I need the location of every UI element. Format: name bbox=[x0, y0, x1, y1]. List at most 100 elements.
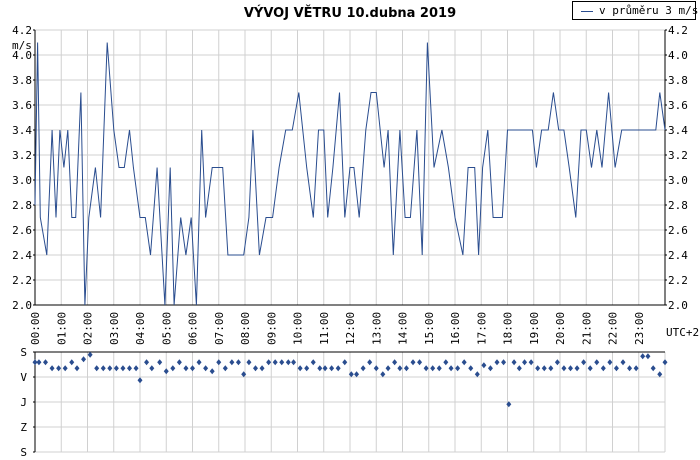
direction-point bbox=[74, 365, 80, 372]
time-x-tick: 04:00 bbox=[134, 312, 147, 345]
direction-point bbox=[397, 365, 403, 372]
direction-point bbox=[176, 359, 182, 366]
direction-point bbox=[436, 365, 442, 372]
direction-point bbox=[581, 359, 587, 366]
speed-y-ticks-right: 2.0 2.2 2.4 2.6 2.8 3.0 3.2 3.4 3.6 3.8 4.0 4.2 bbox=[665, 24, 688, 312]
direction-point bbox=[430, 365, 436, 372]
speed-y-tick-right: 3.2 bbox=[668, 149, 688, 162]
direction-point bbox=[403, 365, 409, 372]
time-x-tick: 20:00 bbox=[554, 312, 567, 345]
direction-point bbox=[203, 365, 209, 372]
speed-series-line bbox=[34, 42, 666, 306]
legend-line-swatch bbox=[581, 11, 593, 12]
direction-point bbox=[506, 401, 512, 408]
direction-point bbox=[354, 371, 360, 378]
direction-point bbox=[561, 365, 567, 372]
direction-point bbox=[392, 359, 398, 366]
direction-point bbox=[645, 353, 651, 360]
time-x-tick: 21:00 bbox=[580, 312, 593, 345]
direction-point bbox=[310, 359, 316, 366]
speed-frame bbox=[34, 30, 666, 306]
time-x-tick: 00:00 bbox=[29, 312, 42, 345]
direction-point bbox=[62, 365, 68, 372]
direction-point bbox=[266, 359, 272, 366]
direction-point bbox=[423, 365, 429, 372]
time-x-tick: 22:00 bbox=[607, 312, 620, 345]
speed-y-tick-left: 2.2 bbox=[12, 274, 32, 287]
direction-point bbox=[468, 365, 474, 372]
direction-point bbox=[367, 359, 373, 366]
direction-point bbox=[87, 351, 93, 358]
time-x-tick: 06:00 bbox=[187, 312, 200, 345]
chart-title: VÝVOJ VĚTRU 10.dubna 2019 bbox=[244, 5, 456, 21]
direction-point bbox=[380, 371, 386, 378]
direction-point bbox=[216, 359, 222, 366]
time-x-tick: 05:00 bbox=[160, 312, 173, 345]
direction-point bbox=[297, 365, 303, 372]
time-x-tick: 18:00 bbox=[502, 312, 515, 345]
speed-y-tick-right: 3.4 bbox=[668, 124, 688, 137]
timezone-label: UTC+2 bbox=[666, 326, 699, 339]
direction-point bbox=[229, 359, 235, 366]
direction-point bbox=[279, 359, 285, 366]
direction-point bbox=[501, 359, 507, 366]
speed-y-tick-right: 3.6 bbox=[668, 99, 688, 112]
direction-points bbox=[32, 351, 668, 408]
direction-point bbox=[291, 359, 297, 366]
direction-point bbox=[304, 365, 310, 372]
direction-point bbox=[113, 365, 119, 372]
time-x-tick: 08:00 bbox=[239, 312, 252, 345]
direction-point bbox=[443, 359, 449, 366]
speed-y-tick-right: 2.8 bbox=[668, 199, 688, 212]
direction-point bbox=[272, 359, 278, 366]
direction-point bbox=[209, 368, 215, 375]
time-x-tick: 23:00 bbox=[633, 312, 646, 345]
direction-point bbox=[190, 365, 195, 372]
direction-point bbox=[144, 359, 150, 366]
direction-grid bbox=[34, 351, 666, 453]
speed-y-tick-left: 3.0 bbox=[12, 174, 32, 187]
direction-point bbox=[541, 365, 547, 372]
direction-point bbox=[137, 377, 143, 384]
speed-y-tick-left: 4.2 bbox=[12, 24, 32, 37]
speed-y-tick-right: 2.6 bbox=[668, 224, 688, 237]
direction-point bbox=[481, 362, 487, 369]
direction-point bbox=[487, 365, 493, 372]
direction-point bbox=[587, 365, 593, 372]
time-x-tick: 12:00 bbox=[344, 312, 357, 345]
time-x-tick: 09:00 bbox=[265, 312, 278, 345]
direction-point bbox=[259, 365, 265, 372]
direction-point bbox=[246, 359, 252, 366]
speed-y-tick-left: 3.2 bbox=[12, 149, 32, 162]
direction-point bbox=[568, 365, 573, 372]
speed-y-tick-right: 3.0 bbox=[668, 174, 688, 187]
direction-point bbox=[317, 365, 323, 372]
direction-point bbox=[528, 359, 534, 366]
direction-point bbox=[133, 365, 139, 372]
speed-unit-label: m/s bbox=[12, 39, 32, 52]
direction-point bbox=[170, 365, 176, 372]
direction-point bbox=[241, 371, 247, 378]
direction-point bbox=[385, 365, 391, 372]
direction-y-tick: Z bbox=[20, 421, 27, 434]
direction-point bbox=[548, 365, 554, 372]
direction-point bbox=[461, 359, 467, 366]
time-x-tick: 15:00 bbox=[423, 312, 436, 345]
direction-point bbox=[373, 365, 379, 372]
direction-point bbox=[342, 359, 348, 366]
direction-point bbox=[410, 359, 416, 366]
time-x-tick: 13:00 bbox=[370, 312, 383, 345]
direction-point bbox=[285, 359, 291, 366]
speed-y-tick-left: 3.8 bbox=[12, 74, 32, 87]
direction-point bbox=[329, 365, 335, 372]
direction-point bbox=[163, 368, 169, 375]
direction-point bbox=[127, 365, 132, 372]
direction-point bbox=[417, 359, 423, 366]
direction-point bbox=[455, 365, 461, 372]
direction-point bbox=[620, 359, 626, 366]
direction-point bbox=[448, 365, 454, 372]
direction-y-tick: S bbox=[20, 346, 27, 359]
direction-point bbox=[56, 365, 62, 372]
speed-y-tick-left: 3.6 bbox=[12, 99, 32, 112]
